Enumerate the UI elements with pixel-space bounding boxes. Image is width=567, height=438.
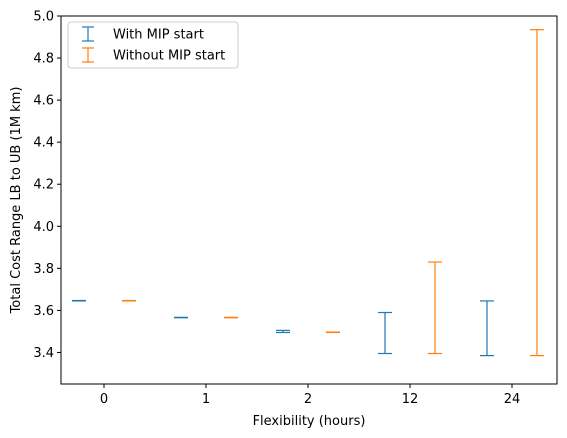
x-tick-label: 2 bbox=[304, 392, 312, 407]
y-tick-label: 4.6 bbox=[33, 94, 54, 109]
legend-entry: Without MIP start bbox=[82, 47, 225, 64]
x-tick-label: 12 bbox=[402, 392, 419, 407]
error-bar bbox=[378, 311, 392, 355]
legend-entry: With MIP start bbox=[82, 26, 204, 43]
y-axis-label: Total Cost Range LB to UB (1M km) bbox=[9, 87, 24, 315]
y-tick-label: 4.8 bbox=[33, 52, 54, 67]
error-bar bbox=[276, 329, 290, 334]
y-tick-label: 3.8 bbox=[33, 262, 54, 277]
x-tick-label: 1 bbox=[202, 392, 210, 407]
error-bar bbox=[480, 300, 494, 357]
y-tick-label: 3.6 bbox=[33, 304, 54, 319]
legend: With MIP start Without MIP start bbox=[67, 21, 239, 69]
legend-label: Without MIP start bbox=[113, 49, 225, 64]
legend-box bbox=[67, 21, 239, 69]
y-axis: 3.4 3.6 3.8 4.0 4.2 4.4 4.6 4.8 5.0 bbox=[33, 10, 61, 361]
x-axis-label: Flexibility (hours) bbox=[253, 414, 366, 429]
error-bars bbox=[72, 29, 544, 357]
x-tick-label: 0 bbox=[100, 392, 108, 407]
x-tick-label: 24 bbox=[504, 392, 521, 407]
legend-label: With MIP start bbox=[113, 28, 204, 43]
y-tick-label: 4.4 bbox=[33, 136, 54, 151]
y-tick-label: 4.2 bbox=[33, 178, 54, 193]
y-tick-label: 4.0 bbox=[33, 220, 54, 235]
plot-frame bbox=[60, 15, 558, 385]
y-tick-label: 3.4 bbox=[33, 346, 54, 361]
error-bar bbox=[530, 29, 544, 357]
x-axis: 0 1 2 12 24 bbox=[100, 384, 520, 407]
error-bar bbox=[428, 261, 442, 355]
y-tick-label: 5.0 bbox=[33, 10, 54, 25]
